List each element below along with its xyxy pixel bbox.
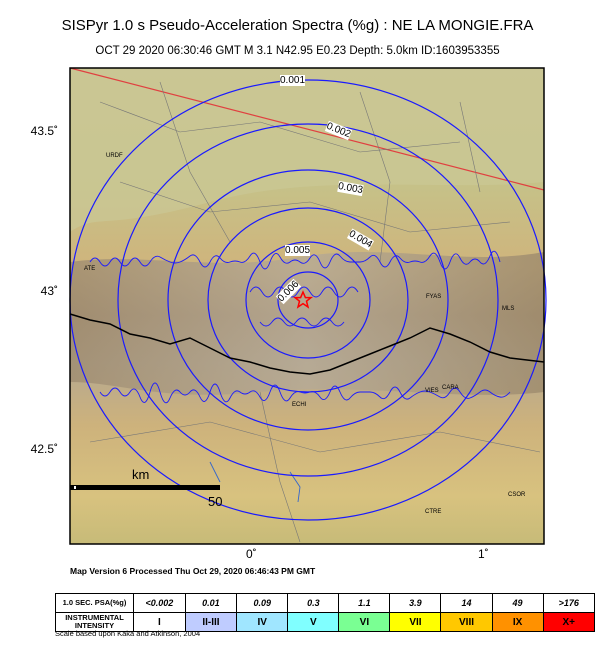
contour-0-002-outer — [117, 123, 499, 477]
place-label: ECHI — [292, 402, 307, 408]
legend-intensity: II-III — [184, 612, 238, 632]
legend-psa-value: 1.1 — [338, 593, 391, 613]
map-canvas — [60, 62, 552, 548]
legend-psa-value: 0.09 — [236, 593, 289, 613]
place-label: CSOR — [508, 492, 526, 498]
place-label: CARA — [442, 385, 459, 391]
legend-intensity: X+ — [542, 612, 595, 632]
legend-psa-value: 14 — [440, 593, 493, 613]
place-label: URDF — [106, 153, 123, 159]
legend-psa-value: 0.3 — [287, 593, 340, 613]
scale-distance-label: 50 — [208, 494, 223, 509]
legend-intensity: VI — [338, 612, 391, 632]
legend-intensity: V — [287, 612, 340, 632]
map-frame — [69, 67, 545, 545]
legend-psa-value: >176 — [542, 593, 595, 613]
contour-0-004 — [245, 241, 371, 359]
scale-bar — [70, 485, 220, 490]
legend-intensity: VIII — [440, 612, 493, 632]
place-label: MLS — [502, 306, 515, 312]
place-label: FYAS — [426, 294, 442, 300]
lat-label-43-5: 43.5˚ — [30, 124, 58, 138]
contour-label: 0.001 — [280, 75, 306, 86]
lon-label-0: 0˚ — [246, 547, 257, 561]
legend-psa-row: 1.0 SEC. PSA(%g) <0.002 0.01 0.09 0.3 1.… — [54, 593, 595, 613]
scale-note: Scale based upon Kaka and Atkinson, 2004 — [55, 629, 201, 638]
contour-0-002 — [167, 169, 449, 431]
legend-psa-value: 3.9 — [389, 593, 442, 613]
detail-contours — [89, 250, 511, 404]
place-label: VIES — [425, 388, 439, 394]
scale-unit-label: km — [132, 467, 150, 482]
contour-label: 0.005 — [285, 245, 311, 256]
legend-psa-header: 1.0 SEC. PSA(%g) — [54, 593, 135, 613]
lon-label-1: 1˚ — [478, 547, 489, 561]
pyrenees-relief — [70, 252, 544, 395]
country-border — [69, 313, 545, 375]
map-title: SISPyr 1.0 s Pseudo-Acceleration Spectra… — [61, 17, 534, 34]
roads — [89, 81, 541, 543]
fault-line — [69, 67, 545, 191]
legend-psa-value: 0.01 — [184, 593, 238, 613]
lat-label-43: 43˚ — [40, 284, 58, 298]
legend-intensity-header: INSTRUMENTAL INTENSITY — [54, 612, 135, 632]
event-info: OCT 29 2020 06:30:46 GMT M 3.1 N42.95 E0… — [95, 45, 500, 57]
legend-intensity: IX — [491, 612, 544, 632]
rivers — [209, 461, 301, 503]
lat-label-42-5: 42.5˚ — [30, 442, 58, 456]
intensity-legend: 1.0 SEC. PSA(%g) <0.002 0.01 0.09 0.3 1.… — [54, 593, 595, 632]
contour-0-005 — [277, 271, 339, 329]
contour-0-003 — [207, 207, 409, 393]
shakemap[interactable]: 0.001 0.002 0.003 0.004 0.005 0.006 URDF… — [60, 62, 552, 548]
legend-intensity: VII — [389, 612, 442, 632]
place-label: CTRE — [425, 509, 442, 515]
legend-psa-value: <0.002 — [133, 593, 186, 613]
legend-intensity: IV — [236, 612, 289, 632]
legend-intensity: I — [133, 612, 186, 632]
legend-psa-value: 49 — [491, 593, 544, 613]
place-label: ATE — [84, 266, 96, 272]
epicenter-star — [292, 290, 314, 309]
legend-intensity-row: INSTRUMENTAL INTENSITY I II-III IV V VI … — [54, 612, 595, 632]
version-info: Map Version 6 Processed Thu Oct 29, 2020… — [70, 566, 316, 576]
